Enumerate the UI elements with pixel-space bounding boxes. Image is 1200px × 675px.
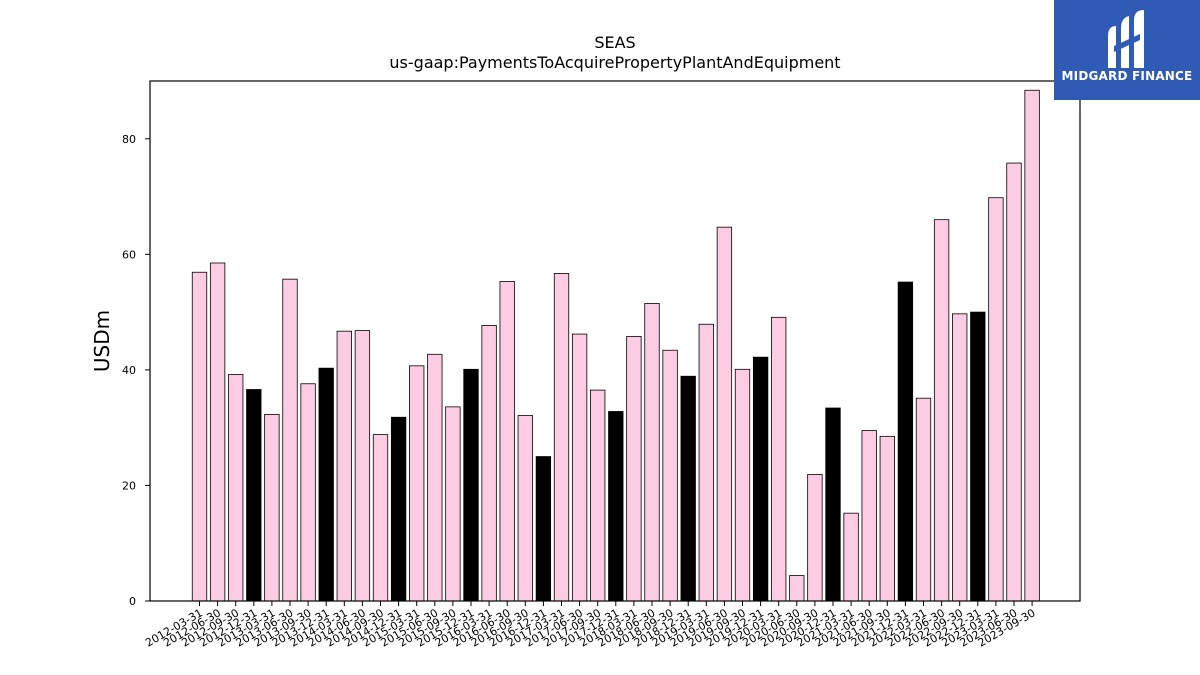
bar-2021-09-30 <box>879 435 895 602</box>
bars-group <box>191 89 1040 602</box>
bar-2023-06-30 <box>1006 162 1022 602</box>
bar-2018-12-31 <box>680 375 696 602</box>
bar-2015-12-31 <box>463 368 479 602</box>
bar-2019-09-30 <box>734 368 751 602</box>
midgard-finance-logo: MIDGARD FINANCE <box>1054 0 1200 100</box>
bar-2018-03-31 <box>626 335 642 602</box>
bar-2013-06-30 <box>282 278 298 602</box>
bar-2022-06-30 <box>933 219 950 602</box>
bar-2015-09-30 <box>445 406 461 602</box>
bar-2019-12-31 <box>752 356 769 602</box>
bar-2012-03-31 <box>191 271 208 602</box>
bar-2023-09-30 <box>1024 89 1040 602</box>
bar-2019-06-30 <box>716 226 733 602</box>
bar-2020-03-31 <box>771 316 787 602</box>
bar-2020-09-30 <box>807 474 823 602</box>
bar-2022-09-30 <box>952 313 968 602</box>
bar-2012-06-30 <box>209 262 226 602</box>
bar-2021-03-31 <box>843 512 859 602</box>
bar-2020-12-31 <box>825 407 841 602</box>
bar-2023-03-31 <box>988 197 1004 602</box>
bar-2013-09-30 <box>300 383 316 602</box>
bar-2012-12-31 <box>246 389 262 602</box>
bar-2022-03-31 <box>915 397 932 602</box>
chart-subtitle: us-gaap:PaymentsToAcquirePropertyPlantAn… <box>389 53 840 72</box>
bar-2014-12-31 <box>390 416 407 602</box>
bar-2016-03-31 <box>481 324 497 602</box>
bar-2020-06-30 <box>789 575 805 602</box>
bar-2018-06-30 <box>644 303 660 602</box>
y-tick-label: 0 <box>129 595 136 608</box>
bar-2017-06-30 <box>571 333 588 602</box>
bar-2013-12-31 <box>318 367 334 602</box>
bar-2016-06-30 <box>499 281 515 602</box>
y-tick-label: 40 <box>122 364 136 377</box>
bar-2022-12-31 <box>970 311 986 602</box>
bar-2014-06-30 <box>354 330 371 602</box>
bar-2017-09-30 <box>590 389 606 602</box>
chart-title: SEAS <box>594 33 635 52</box>
y-axis-label: USDm <box>90 310 114 372</box>
bar-2015-03-31 <box>409 365 425 602</box>
bar-2016-12-31 <box>535 456 552 602</box>
bar-2017-12-31 <box>608 411 624 602</box>
bar-2021-06-30 <box>861 430 877 602</box>
bar-2014-09-30 <box>372 434 389 602</box>
logo-text: MIDGARD FINANCE <box>1061 69 1193 83</box>
bar-2016-09-30 <box>517 415 533 602</box>
y-tick-label: 20 <box>122 479 136 492</box>
x-axis-ticks: 2012-03-312012-06-302012-09-302012-12-31… <box>143 601 1038 650</box>
bar-2017-03-31 <box>553 272 570 602</box>
y-tick-label: 60 <box>122 248 136 261</box>
bar-2012-09-30 <box>228 374 244 602</box>
bar-2013-03-31 <box>264 413 280 602</box>
y-tick-label: 80 <box>122 133 136 146</box>
bar-2015-06-30 <box>427 353 443 602</box>
bar-2018-09-30 <box>662 349 678 602</box>
bar-2019-03-31 <box>698 323 714 602</box>
bar-2021-12-31 <box>897 281 914 602</box>
y-axis-ticks: 0 20 40 60 80 <box>122 133 150 608</box>
midgard-logo-icon <box>1108 10 1144 68</box>
bar-2014-03-31 <box>336 330 352 602</box>
plot-frame <box>149 80 1081 602</box>
